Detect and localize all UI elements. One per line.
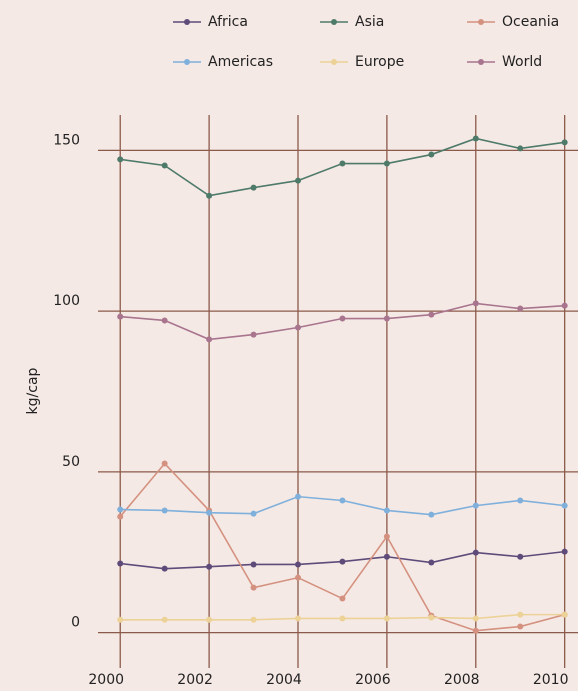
- point: [472, 135, 479, 142]
- point: [517, 145, 524, 152]
- legend-label: Americas: [208, 54, 273, 70]
- legend-marker: [331, 19, 337, 25]
- point: [117, 616, 124, 623]
- point: [472, 502, 479, 509]
- x-tick-label: 2010: [533, 672, 569, 688]
- point: [472, 615, 479, 622]
- point: [339, 615, 346, 622]
- legend-marker: [478, 19, 484, 25]
- point: [206, 192, 213, 199]
- y-tick-label: 100: [53, 293, 80, 309]
- legend-label: Oceania: [502, 14, 559, 30]
- point: [472, 549, 479, 556]
- point: [561, 611, 568, 618]
- point: [339, 558, 346, 565]
- point: [339, 315, 346, 322]
- legend-label: World: [502, 54, 542, 70]
- point: [428, 614, 435, 621]
- point: [250, 561, 257, 568]
- point: [517, 623, 524, 630]
- point: [383, 160, 390, 167]
- y-tick-label: 0: [71, 615, 80, 631]
- point: [561, 139, 568, 146]
- point: [206, 509, 213, 516]
- point: [383, 615, 390, 622]
- point: [383, 507, 390, 514]
- point: [295, 561, 301, 568]
- point: [161, 460, 168, 467]
- point: [250, 331, 257, 338]
- point: [428, 151, 435, 158]
- legend-marker: [331, 59, 337, 65]
- point: [295, 324, 301, 331]
- point: [428, 559, 435, 566]
- point: [117, 560, 124, 567]
- point: [295, 615, 301, 622]
- x-tick-label: 2008: [444, 672, 480, 688]
- point: [250, 584, 257, 591]
- point: [250, 616, 257, 623]
- point: [250, 510, 257, 517]
- legend-label: Asia: [355, 14, 384, 30]
- series-line: [120, 137, 565, 197]
- point: [339, 595, 346, 602]
- point: [117, 156, 124, 163]
- point: [161, 565, 168, 572]
- point: [383, 315, 390, 322]
- y-tick-label: 50: [62, 454, 80, 470]
- point: [161, 616, 168, 623]
- point: [206, 336, 213, 343]
- point: [117, 506, 124, 513]
- point: [161, 162, 168, 169]
- point: [339, 497, 346, 504]
- point: [428, 511, 435, 518]
- y-tick-label: 150: [53, 132, 80, 148]
- x-tick-label: 2000: [88, 672, 124, 688]
- point: [472, 300, 479, 307]
- legend-marker: [184, 59, 190, 65]
- legend-marker: [184, 19, 190, 25]
- y-axis-label: kg/cap: [25, 367, 41, 414]
- point: [161, 507, 168, 514]
- point: [250, 184, 257, 191]
- point: [117, 313, 124, 320]
- point: [517, 611, 524, 618]
- legend-label: Europe: [355, 54, 404, 70]
- x-tick-label: 2002: [177, 672, 213, 688]
- point: [295, 177, 301, 184]
- x-tick-label: 2004: [266, 672, 302, 688]
- point: [206, 563, 213, 570]
- point: [561, 548, 568, 555]
- legend-label: Africa: [208, 14, 248, 30]
- point: [383, 553, 390, 560]
- series-line: [119, 462, 565, 632]
- point: [206, 616, 213, 623]
- legend-marker: [478, 59, 484, 65]
- point: [561, 302, 568, 309]
- point: [517, 305, 524, 312]
- point: [383, 533, 390, 540]
- point: [339, 160, 346, 167]
- point: [295, 574, 301, 581]
- x-tick-label: 2006: [355, 672, 391, 688]
- point: [561, 502, 568, 509]
- point: [161, 317, 168, 324]
- point: [517, 553, 524, 560]
- point: [295, 493, 301, 500]
- point: [428, 311, 435, 318]
- point: [117, 513, 124, 520]
- point: [472, 627, 479, 634]
- point: [517, 497, 524, 504]
